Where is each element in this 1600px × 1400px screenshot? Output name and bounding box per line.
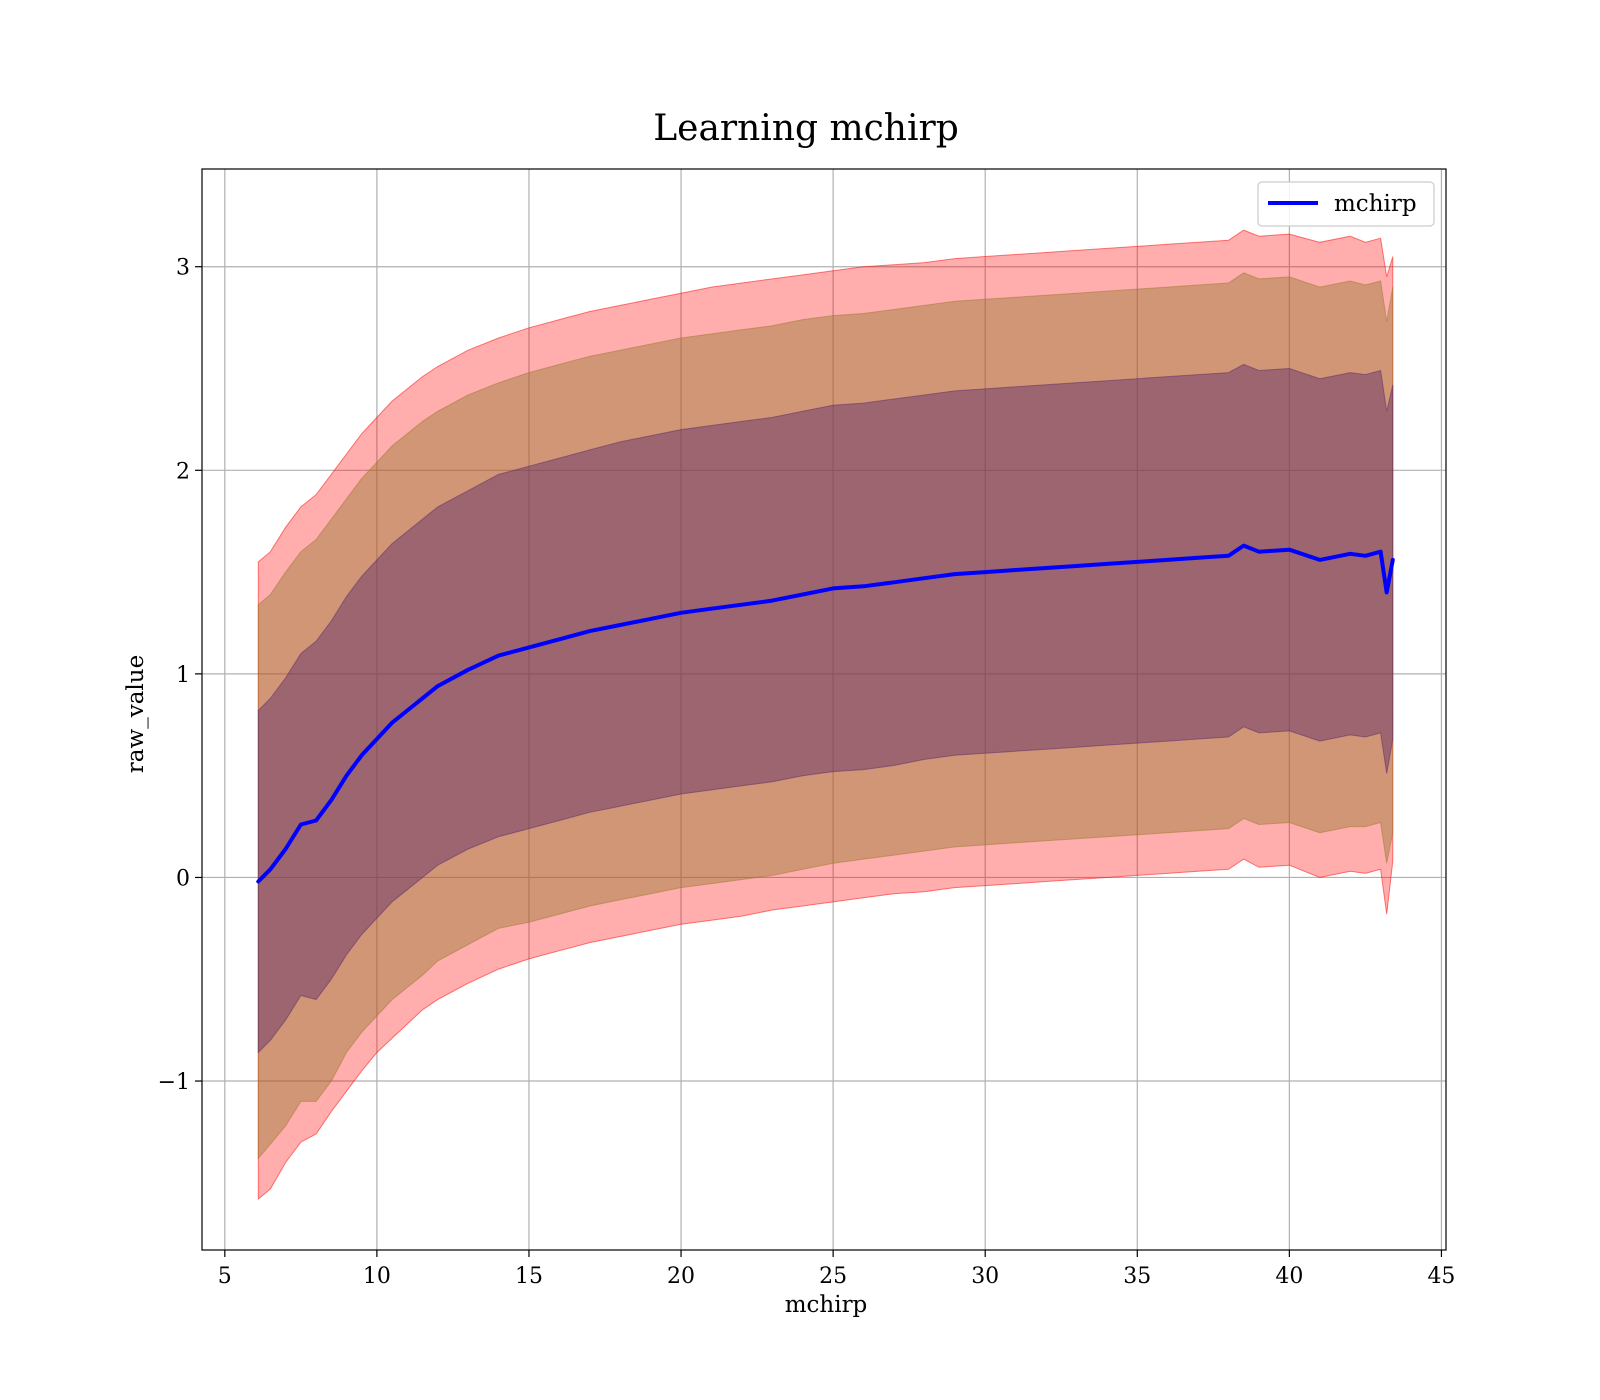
y-tick-label: −1 [158, 1070, 190, 1095]
x-tick-label: 45 [1427, 1264, 1455, 1289]
x-tick-label: 25 [819, 1264, 847, 1289]
x-tick-label: 35 [1123, 1264, 1151, 1289]
x-tick-label: 20 [667, 1264, 695, 1289]
y-axis-label: raw_value [123, 655, 149, 773]
x-tick-label: 5 [218, 1264, 232, 1289]
y-tick-label: 1 [176, 663, 190, 688]
band-layer-0 [257, 229, 1394, 1201]
legend: mchirp [1257, 181, 1435, 227]
y-tick-label: 0 [176, 866, 190, 891]
grid [202, 169, 1446, 1250]
x-tick-label: 15 [515, 1264, 543, 1289]
legend-box [1257, 181, 1435, 227]
chart-title: Learning mchirp [653, 108, 959, 149]
plot-area: 5 10 15 20 25 30 35 40 45 −1 0 1 2 3 [158, 168, 1456, 1289]
series-lines [256, 543, 1395, 884]
series-line-mchirp [256, 543, 1395, 884]
band-layer-2 [257, 363, 1394, 1054]
plot-frame [201, 168, 1447, 1251]
x-axis-label: mchirp [785, 1292, 868, 1318]
x-tick-label: 40 [1275, 1264, 1303, 1289]
axis-ticks: 5 10 15 20 25 30 35 40 45 −1 0 1 2 3 [158, 256, 1456, 1289]
band-layer-1 [257, 272, 1394, 1160]
x-tick-label: 10 [363, 1264, 391, 1289]
y-tick-label: 2 [176, 459, 190, 484]
y-tick-label: 3 [176, 256, 190, 281]
legend-label-mchirp: mchirp [1334, 191, 1417, 217]
x-tick-label: 30 [971, 1264, 999, 1289]
confidence-bands [257, 229, 1394, 1201]
